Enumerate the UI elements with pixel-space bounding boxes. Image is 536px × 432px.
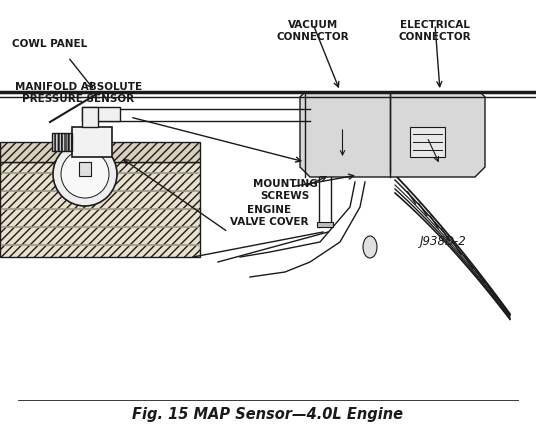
Polygon shape <box>0 162 200 257</box>
Text: MANIFOLD ABSOLUTE
PRESSURE SENSOR: MANIFOLD ABSOLUTE PRESSURE SENSOR <box>15 83 142 104</box>
Polygon shape <box>0 142 200 162</box>
Text: COWL PANEL: COWL PANEL <box>12 39 87 49</box>
Polygon shape <box>52 133 72 151</box>
Polygon shape <box>410 127 445 157</box>
Circle shape <box>53 142 117 206</box>
Text: ENGINE
VALVE COVER: ENGINE VALVE COVER <box>230 205 309 227</box>
Circle shape <box>61 150 109 198</box>
Polygon shape <box>317 222 333 227</box>
Polygon shape <box>307 95 388 174</box>
Polygon shape <box>82 107 120 121</box>
Polygon shape <box>395 97 475 172</box>
Polygon shape <box>72 127 112 157</box>
Polygon shape <box>79 162 91 176</box>
Text: VACUUM
CONNECTOR: VACUUM CONNECTOR <box>277 20 349 41</box>
Ellipse shape <box>363 236 377 258</box>
Text: Fig. 15 MAP Sensor—4.0L Engine: Fig. 15 MAP Sensor—4.0L Engine <box>132 407 404 422</box>
Text: ELECTRICAL
CONNECTOR: ELECTRICAL CONNECTOR <box>399 20 471 41</box>
Text: J938D-2: J938D-2 <box>420 235 467 248</box>
Text: MOUNTING
SCREWS: MOUNTING SCREWS <box>252 179 317 201</box>
Polygon shape <box>82 107 98 127</box>
Polygon shape <box>300 92 485 177</box>
